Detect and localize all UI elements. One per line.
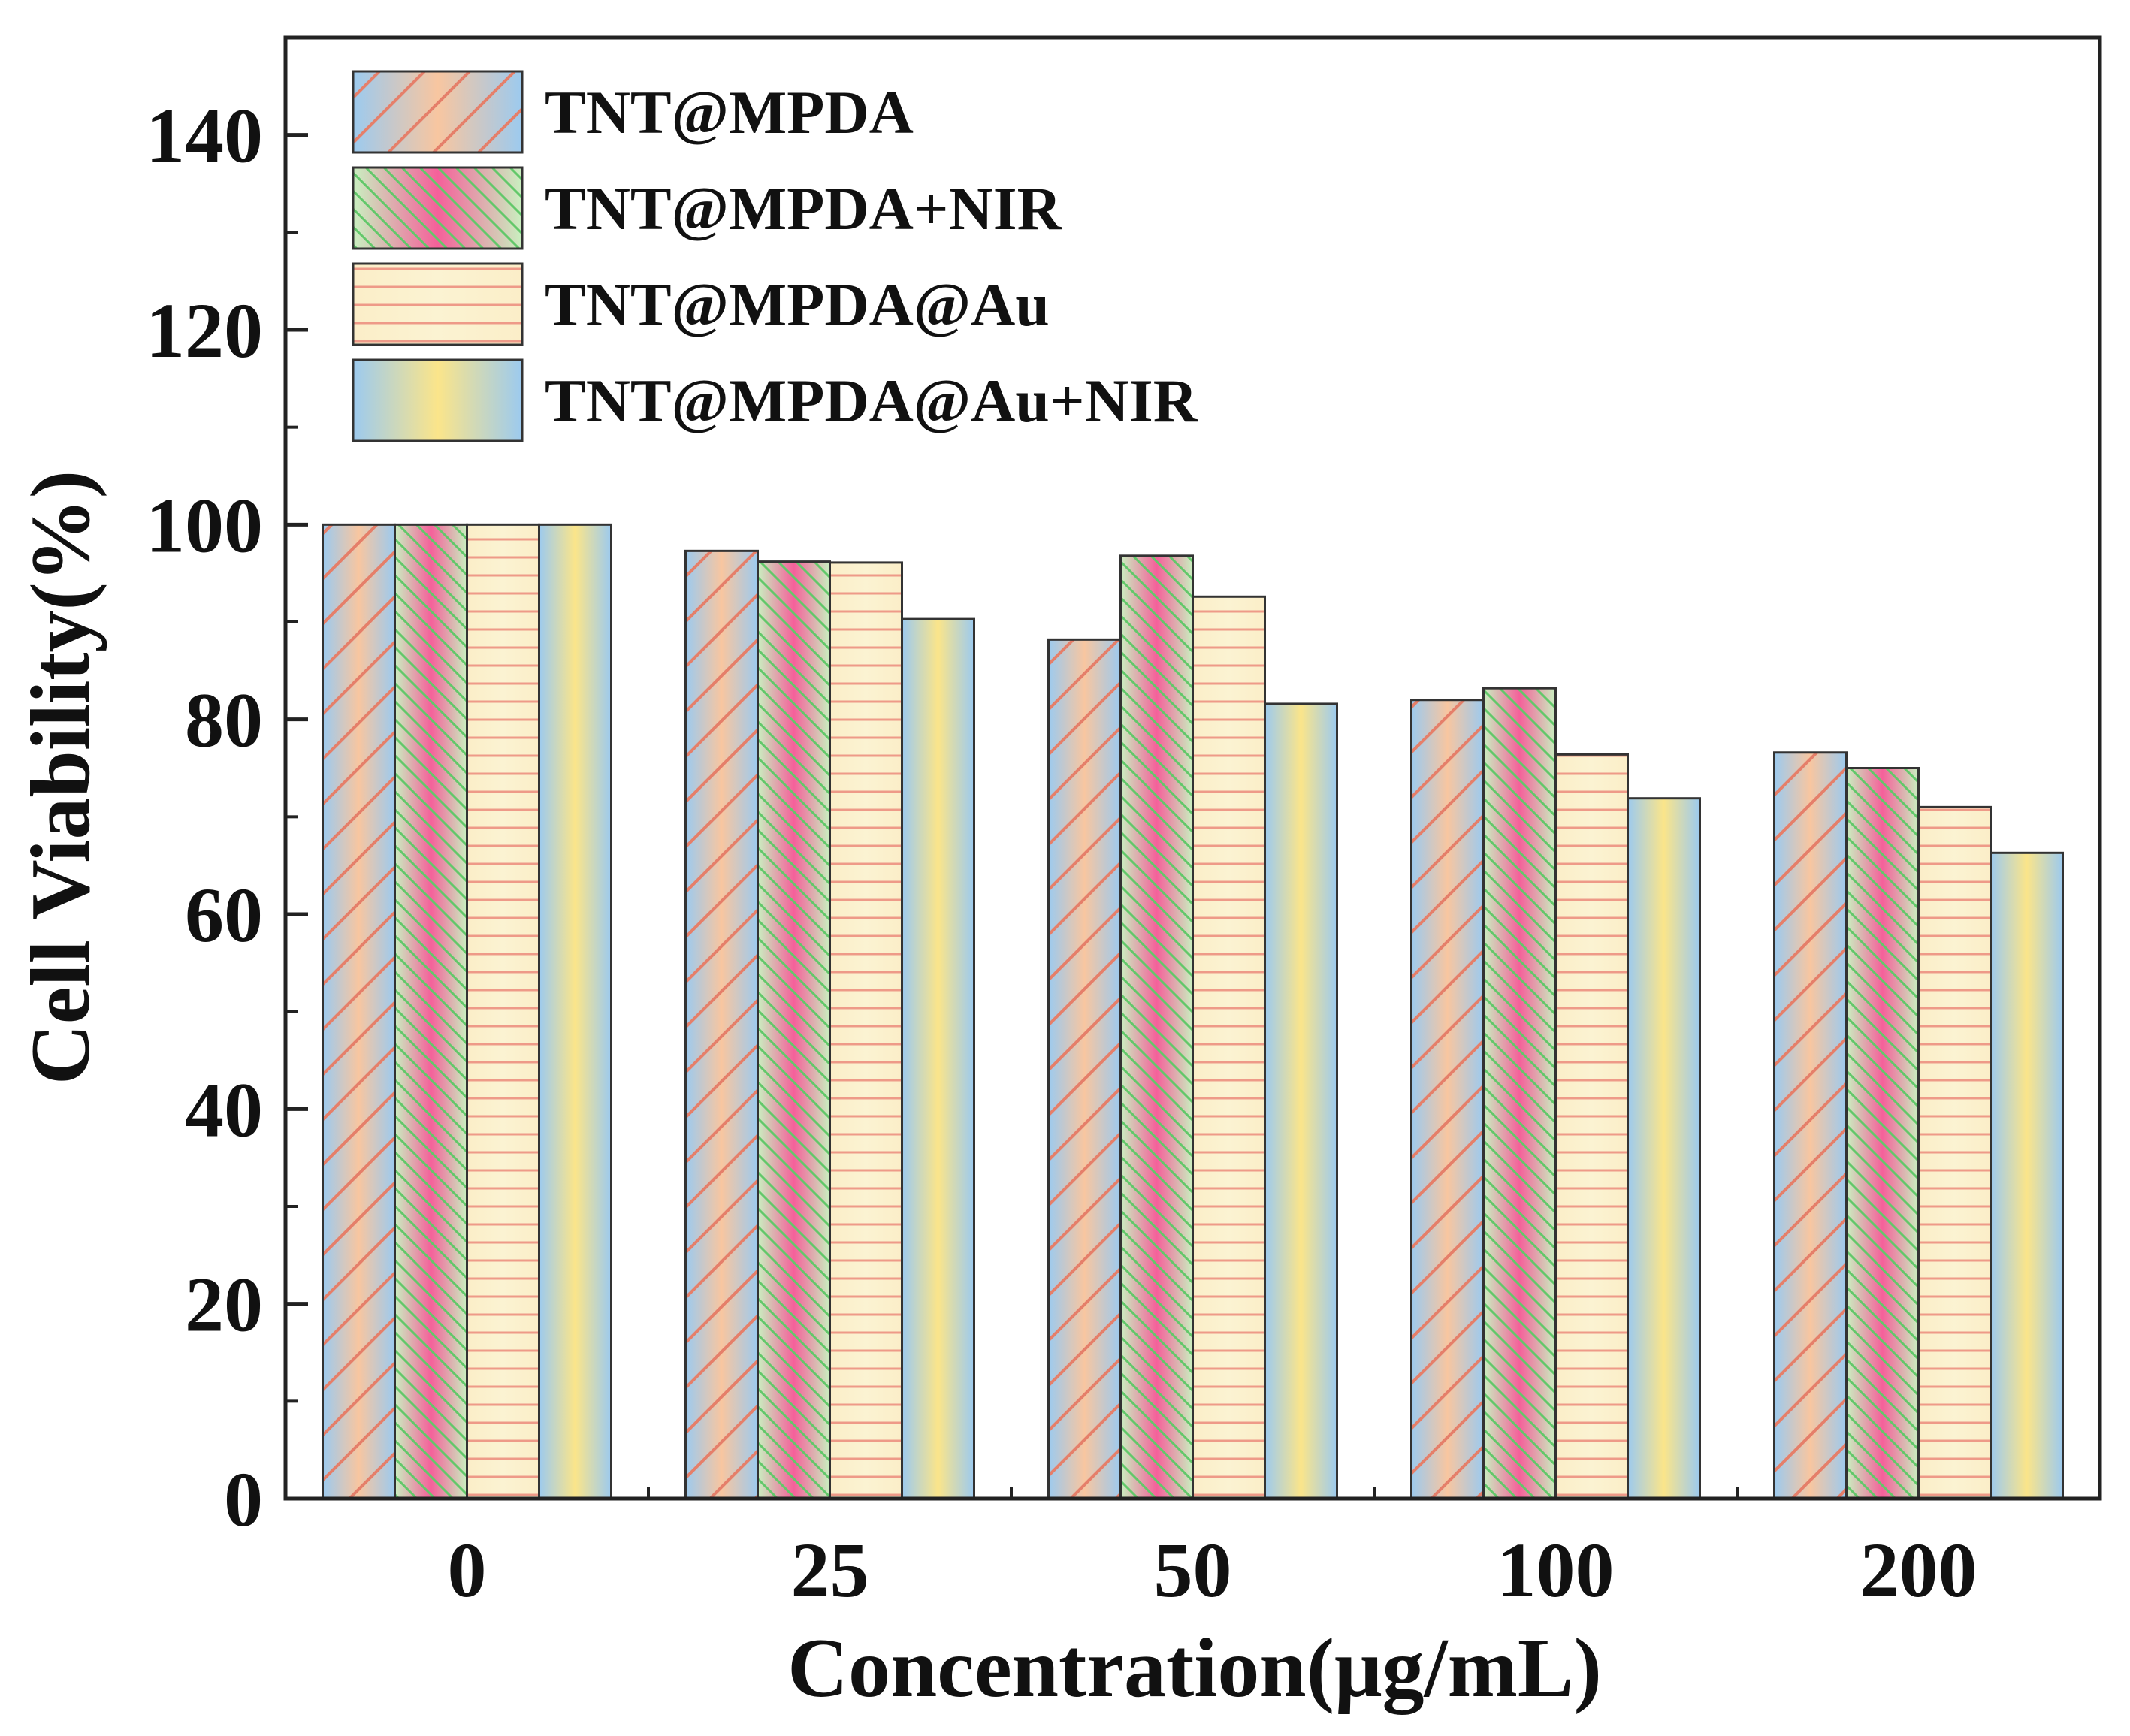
bar-outline	[901, 617, 975, 1500]
bar	[1119, 554, 1194, 1500]
bar	[1554, 753, 1629, 1500]
bar	[684, 549, 759, 1500]
legend-item: TNT@MPDA@Au+NIR	[352, 358, 1198, 442]
bar	[1773, 751, 1848, 1500]
bar-outline	[1482, 687, 1557, 1500]
y-axis-ticks: 0 20 40 60 80 100 120 140	[146, 36, 308, 1543]
y-tick-label: 60	[185, 872, 263, 959]
x-tick-label: 50	[1154, 1527, 1232, 1614]
legend-swatch	[352, 358, 524, 442]
bar	[1627, 797, 1701, 1500]
y-tick-label: 40	[185, 1067, 263, 1153]
legend-swatch	[352, 70, 524, 154]
bar-outline	[1119, 554, 1194, 1500]
y-tick-label: 100	[146, 482, 263, 569]
bar	[538, 523, 612, 1500]
x-tick-label: 0	[448, 1527, 487, 1614]
bar	[1192, 595, 1266, 1500]
legend-item: TNT@MPDA+NIR	[352, 166, 1062, 250]
legend-label: TNT@MPDA@Au+NIR	[545, 367, 1198, 435]
bar-outline	[1554, 753, 1629, 1500]
y-tick-label: 140	[146, 93, 263, 180]
bar	[1845, 767, 1920, 1500]
bar-outline	[538, 523, 612, 1500]
bar-outline	[1917, 805, 1992, 1500]
bars-layer	[322, 523, 2064, 1500]
bar	[1410, 699, 1485, 1500]
bar-outline	[1845, 767, 1920, 1500]
bar	[901, 617, 975, 1500]
legend: TNT@MPDA TNT@MPDA+NIR TNT@MPDA@Au TNT@MPDA@…	[352, 70, 1198, 442]
bar	[394, 523, 468, 1500]
bar-outline	[757, 560, 831, 1500]
bar-outline	[1773, 751, 1848, 1500]
legend-item: TNT@MPDA	[352, 70, 914, 154]
legend-item: TNT@MPDA@Au	[352, 262, 1050, 346]
bar	[1482, 687, 1557, 1500]
legend-swatch	[352, 166, 524, 250]
y-tick-label: 0	[224, 1457, 263, 1543]
legend-label: TNT@MPDA	[545, 78, 914, 146]
legend-swatch	[352, 262, 524, 346]
bar-outline	[1627, 797, 1701, 1500]
bar	[322, 523, 396, 1500]
x-tick-label: 25	[791, 1527, 869, 1614]
x-tick-label: 100	[1497, 1527, 1615, 1614]
bar-outline	[1192, 595, 1266, 1500]
plot-frame	[283, 35, 2102, 1501]
bar-outline	[1264, 702, 1338, 1500]
bar-outline	[1047, 638, 1122, 1500]
bar	[829, 561, 903, 1500]
bar-outline	[394, 523, 468, 1500]
y-axis-title: Cell Viability(%)	[14, 470, 107, 1085]
bar-outline	[684, 549, 759, 1500]
x-tick-label: 200	[1860, 1527, 1977, 1614]
y-tick-label: 20	[185, 1262, 263, 1348]
x-axis-ticks: 0 25 50 100 200	[448, 1487, 1977, 1614]
bar	[1917, 805, 1992, 1500]
bar	[757, 560, 831, 1500]
bar-outline	[322, 523, 396, 1500]
y-tick-label: 80	[185, 678, 263, 764]
bar-outline	[1410, 699, 1485, 1500]
bar-outline	[829, 561, 903, 1500]
y-tick-label: 120	[146, 288, 263, 374]
bar-outline	[1990, 851, 2064, 1500]
legend-label: TNT@MPDA+NIR	[545, 174, 1062, 243]
bar	[1047, 638, 1122, 1500]
bar	[1264, 702, 1338, 1500]
x-axis-title: Concentration(μg/mL)	[787, 1622, 1602, 1715]
bar-outline	[466, 523, 540, 1500]
legend-label: TNT@MPDA@Au	[545, 270, 1050, 339]
bar	[1990, 851, 2064, 1500]
bar	[466, 523, 540, 1500]
